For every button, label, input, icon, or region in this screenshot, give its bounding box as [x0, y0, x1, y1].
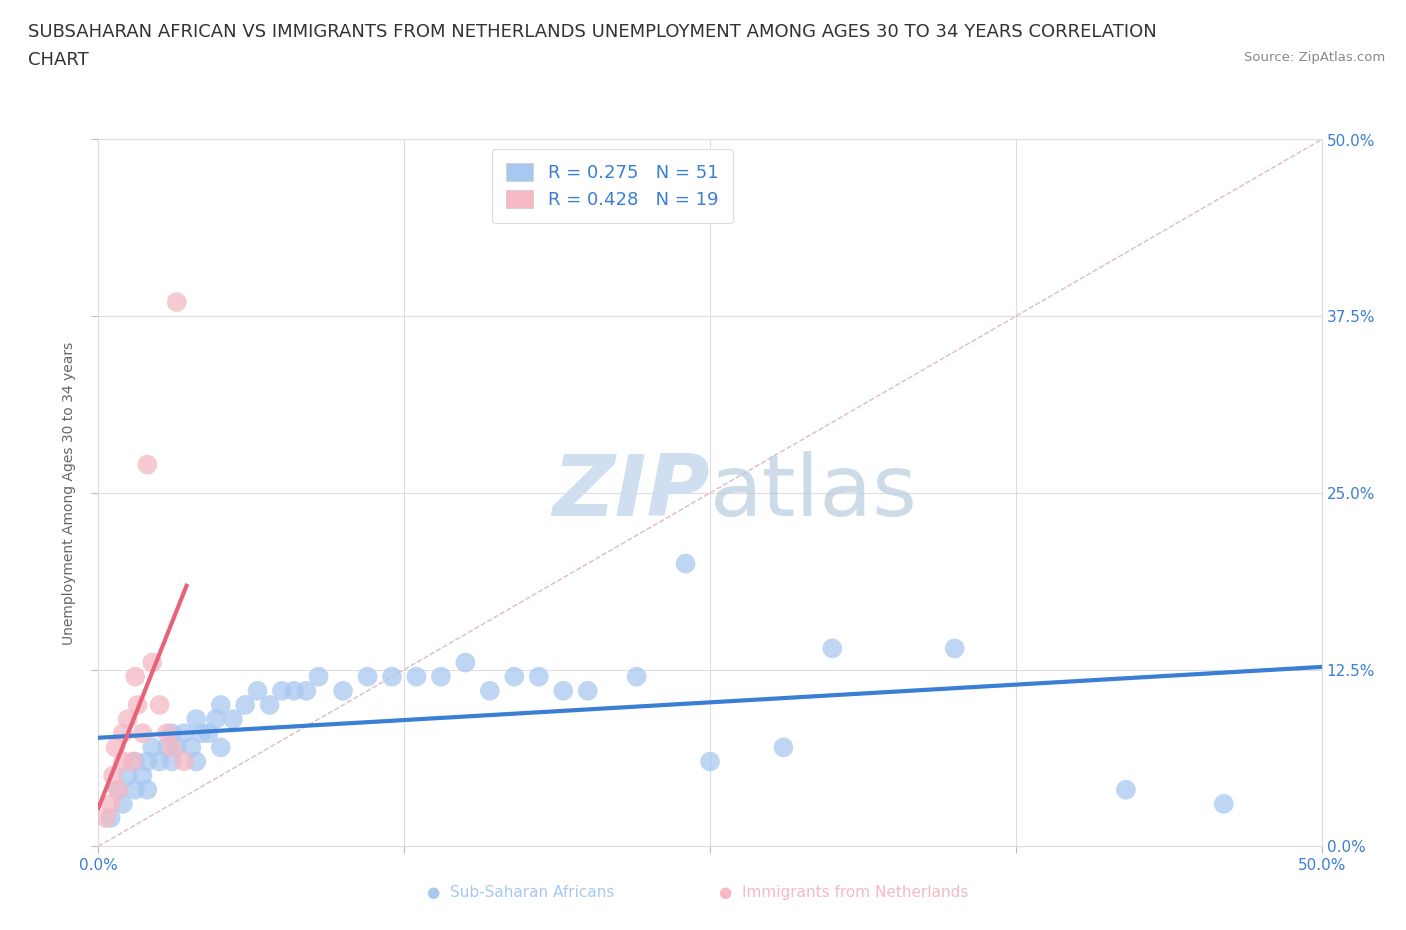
Text: ●  Sub-Saharan Africans: ● Sub-Saharan Africans	[426, 885, 614, 900]
Text: CHART: CHART	[28, 51, 89, 69]
Point	[160, 740, 183, 755]
Point	[1212, 796, 1234, 811]
Point	[1115, 782, 1137, 797]
Point	[381, 670, 404, 684]
Point	[173, 725, 195, 740]
Point	[186, 754, 208, 769]
Point	[156, 725, 179, 740]
Point	[124, 670, 146, 684]
Point	[295, 684, 318, 698]
Point	[107, 782, 129, 797]
Point	[190, 725, 212, 740]
Point	[405, 670, 427, 684]
Point	[117, 768, 139, 783]
Point	[149, 698, 172, 712]
Point	[141, 655, 163, 670]
Point	[124, 754, 146, 769]
Point	[246, 684, 269, 698]
Point	[160, 725, 183, 740]
Point	[180, 740, 202, 755]
Point	[117, 711, 139, 726]
Point	[100, 796, 122, 811]
Point	[209, 698, 232, 712]
Point	[626, 670, 648, 684]
Legend: R = 0.275   N = 51, R = 0.428   N = 19: R = 0.275 N = 51, R = 0.428 N = 19	[492, 149, 733, 223]
Text: ZIP: ZIP	[553, 451, 710, 535]
Point	[699, 754, 721, 769]
Point	[772, 740, 794, 755]
Point	[270, 684, 294, 698]
Y-axis label: Unemployment Among Ages 30 to 34 years: Unemployment Among Ages 30 to 34 years	[62, 341, 76, 644]
Point	[332, 684, 354, 698]
Point	[104, 740, 127, 755]
Point	[222, 711, 245, 726]
Point	[209, 740, 232, 755]
Text: atlas: atlas	[710, 451, 918, 535]
Point	[205, 711, 228, 726]
Point	[136, 754, 159, 769]
Text: ●  Immigrants from Netherlands: ● Immigrants from Netherlands	[718, 885, 969, 900]
Point	[131, 725, 153, 740]
Point	[430, 670, 453, 684]
Point	[233, 698, 256, 712]
Point	[503, 670, 526, 684]
Point	[136, 458, 159, 472]
Point	[186, 711, 208, 726]
Point	[821, 641, 844, 656]
Point	[160, 754, 183, 769]
Point	[141, 740, 163, 755]
Point	[173, 754, 195, 769]
Point	[943, 641, 966, 656]
Point	[308, 670, 330, 684]
Point	[111, 725, 134, 740]
Point	[283, 684, 305, 698]
Point	[136, 782, 159, 797]
Point	[101, 768, 124, 783]
Point	[454, 655, 477, 670]
Point	[107, 782, 129, 797]
Point	[166, 295, 188, 310]
Point	[527, 670, 550, 684]
Point	[127, 698, 149, 712]
Point	[131, 768, 153, 783]
Point	[197, 725, 219, 740]
Point	[166, 740, 188, 755]
Point	[259, 698, 281, 712]
Point	[478, 684, 501, 698]
Point	[576, 684, 599, 698]
Text: Source: ZipAtlas.com: Source: ZipAtlas.com	[1244, 51, 1385, 64]
Point	[94, 811, 117, 826]
Text: SUBSAHARAN AFRICAN VS IMMIGRANTS FROM NETHERLANDS UNEMPLOYMENT AMONG AGES 30 TO : SUBSAHARAN AFRICAN VS IMMIGRANTS FROM NE…	[28, 23, 1157, 41]
Point	[111, 796, 134, 811]
Point	[149, 754, 172, 769]
Point	[356, 670, 378, 684]
Point	[100, 811, 122, 826]
Point	[553, 684, 575, 698]
Point	[124, 782, 146, 797]
Point	[675, 556, 697, 571]
Point	[111, 754, 134, 769]
Point	[121, 754, 143, 769]
Point	[156, 740, 179, 755]
